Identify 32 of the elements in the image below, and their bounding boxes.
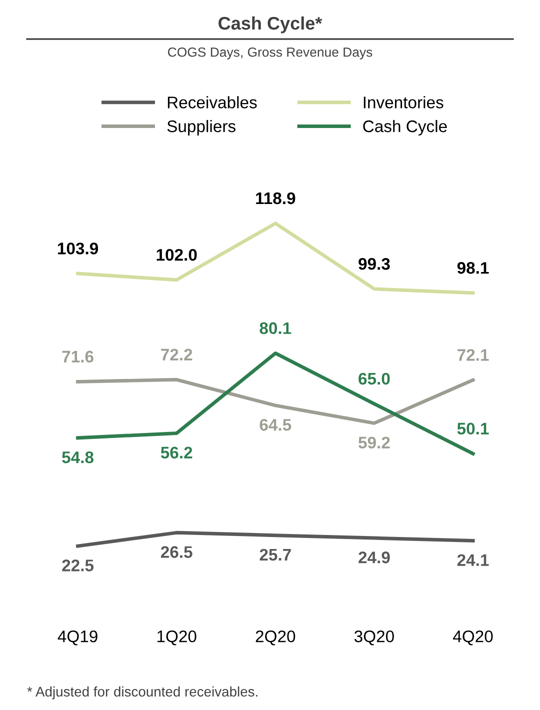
data-label: 64.5 (260, 418, 292, 431)
data-label: 24.1 (457, 554, 489, 566)
data-label: 98.1 (457, 262, 489, 274)
data-label: 103.9 (58, 242, 98, 254)
data-label: 26.5 (160, 546, 192, 558)
data-label: 72.1 (458, 349, 489, 361)
chart-subtitle: COGS Days, Gross Revenue Days (168, 47, 372, 60)
text: * Adjusted for discounted receivables. (27, 686, 258, 700)
data-label: 50.1 (457, 422, 489, 435)
data-label: 56.2 (160, 446, 192, 459)
data-label: 102.0 (156, 248, 197, 261)
x-tick-label: 4Q20 (453, 630, 493, 646)
legend-label: Suppliers (167, 120, 236, 136)
x-tick-label: 4Q19 (58, 630, 98, 646)
data-label: 25.7 (260, 548, 291, 561)
data-label: 99.3 (358, 258, 390, 270)
legend-label: Cash Cycle (363, 120, 447, 136)
data-label: 65.0 (358, 372, 390, 385)
x-tick-label: 3Q20 (354, 630, 394, 646)
legend-label: Inventories (364, 96, 444, 108)
chart-title: Cash Cycle* (218, 16, 322, 34)
data-label: 71.6 (62, 350, 94, 363)
data-label: 118.9 (256, 192, 296, 204)
legend-label: Receivables (168, 96, 257, 108)
data-label: 72.2 (161, 348, 192, 360)
data-label: 54.8 (62, 451, 94, 464)
data-label: 80.1 (260, 322, 292, 334)
data-label: 24.9 (358, 552, 390, 564)
data-label: 22.5 (62, 560, 94, 572)
data-label: 59.2 (358, 436, 390, 448)
x-tick-label: 1Q20 (157, 630, 196, 646)
x-tick-label: 2Q20 (256, 630, 296, 646)
